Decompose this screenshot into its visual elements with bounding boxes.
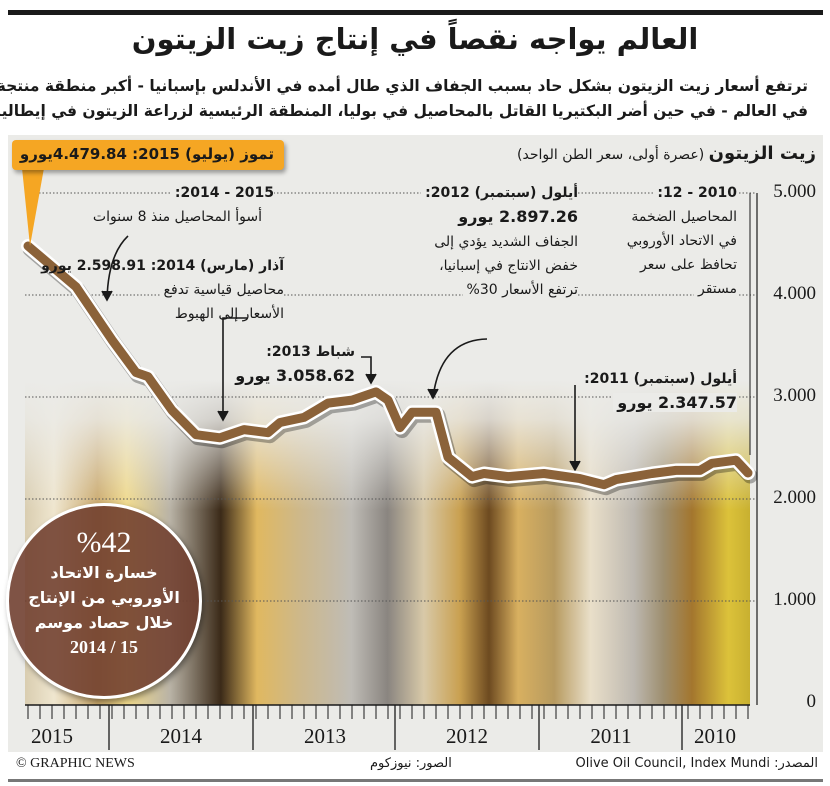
annotation-2012: أيلول (سبتمبر) 2012: 2.897.26 يورو الجفا… xyxy=(421,181,578,302)
x-tick-label: 2012 xyxy=(446,724,488,748)
bottom-rule xyxy=(8,779,823,782)
annotation-2014-2015: 2015 - 2014: أسوأ المحاصيل منذ 8 سنوات xyxy=(92,181,274,229)
y-tick-label: 1.000 xyxy=(773,589,816,610)
badge-text: الأوروبي من الإنتاج xyxy=(28,588,180,607)
callout-pointer xyxy=(22,168,44,246)
y-tick-label: 4.000 xyxy=(773,283,816,304)
arrow-2014 xyxy=(222,317,247,420)
chart-subtitle: (عصرة أولى، سعر الطن الواحد) xyxy=(517,147,705,163)
arrow-2012 xyxy=(432,338,488,399)
source-credit: المصدر: Olive Oil Council, Index Mundi xyxy=(575,756,818,771)
annotation-text: تحافظ على سعر xyxy=(640,257,737,273)
annotation-text: المحاصيل الضخمة xyxy=(631,209,737,225)
annotation-head: 2010 - 12: xyxy=(653,185,737,201)
arrow-2011-head xyxy=(569,460,581,472)
annotation-text: الأسعار إلى الهبوط xyxy=(174,306,284,322)
annotation-head: أيلول (سبتمبر) 2011: xyxy=(584,371,737,387)
price-line xyxy=(23,241,753,490)
arrow-2014-head xyxy=(217,410,229,422)
annotation-head: آذار (مارس) 2014: 2.598.91 يورو xyxy=(41,258,284,274)
x-tick-label: 2010 xyxy=(694,724,736,748)
photo-credit: الصور: نيوزكوم xyxy=(370,756,452,771)
annotation-2013: شباط 2013: 3.058.62 يورو xyxy=(231,340,355,389)
annotation-head: أيلول (سبتمبر) 2012: xyxy=(421,185,578,201)
annotation-2011: أيلول (سبتمبر) 2011: 2.347.57 يورو xyxy=(584,367,737,416)
arrow-2013-head xyxy=(365,373,377,385)
annotation-head: 2015 - 2014: xyxy=(170,185,274,201)
chart-title-block: زيت الزيتون (عصرة أولى، سعر الطن الواحد) xyxy=(517,143,816,164)
annotation-value: 2.347.57 يورو xyxy=(613,393,737,412)
annotation-value: 2.897.26 يورو xyxy=(458,207,578,226)
subtitle-line-1: ترتفع أسعار زيت الزيتون بشكل حاد بسبب ال… xyxy=(0,77,808,95)
chart-title: زيت الزيتون xyxy=(708,143,816,164)
y-tick-label: 2.000 xyxy=(773,487,816,508)
y-tick-label: 0 xyxy=(806,691,817,712)
annotation-2010: 2010 - 12: المحاصيل الضخمة في الاتحاد ال… xyxy=(627,181,737,301)
badge-value: %42 xyxy=(76,526,132,559)
badge-text: 15 / 2014 xyxy=(69,637,138,657)
callout-text: تموز (يوليو) 2015: 4.479.84يورو xyxy=(19,145,274,163)
arrow-2012-head xyxy=(427,388,439,400)
badge-text: خلال حصاد موسم xyxy=(34,613,174,632)
top-rule xyxy=(8,10,823,15)
annotation-text: محاصيل قياسية تدفع xyxy=(159,282,284,298)
x-tick-label: 2015 xyxy=(31,724,73,748)
eu-loss-badge: %42 خسارة الاتحاد الأوروبي من الإنتاج خل… xyxy=(6,503,202,699)
annotation-value: 3.058.62 يورو xyxy=(231,366,355,385)
copyright: © GRAPHIC NEWS xyxy=(16,756,135,771)
annotation-2014: آذار (مارس) 2014: 2.598.91 يورو محاصيل ق… xyxy=(41,254,284,326)
y-tick-label: 3.000 xyxy=(773,385,816,406)
subtitle-line-2: في العالم - في حين أضر البكتيريا القاتل … xyxy=(0,102,808,120)
page-title: العالم يواجه نقصاً في إنتاج زيت الزيتون xyxy=(131,22,699,56)
x-tick-label: 2013 xyxy=(304,724,346,748)
x-tick-label: 2011 xyxy=(590,724,632,748)
annotation-text: الجفاف الشديد يؤدي إلى xyxy=(434,234,578,250)
annotation-head: شباط 2013: xyxy=(266,344,355,360)
peak-callout: تموز (يوليو) 2015: 4.479.84يورو xyxy=(12,140,284,170)
annotation-text: مستقر xyxy=(693,281,737,297)
annotation-text: ترتفع الأسعار 30% xyxy=(462,282,578,298)
annotation-text: في الاتحاد الأوروبي xyxy=(626,233,737,249)
x-tick-label: 2014 xyxy=(160,724,202,748)
annotation-text: خفض الانتاج في إسبانيا، xyxy=(439,258,578,274)
arrow-2015-head xyxy=(101,290,113,302)
badge-text: خسارة الاتحاد xyxy=(50,563,158,582)
annotation-text: أسوأ المحاصيل منذ 8 سنوات xyxy=(92,209,262,225)
y-tick-label: 5.000 xyxy=(773,181,816,202)
